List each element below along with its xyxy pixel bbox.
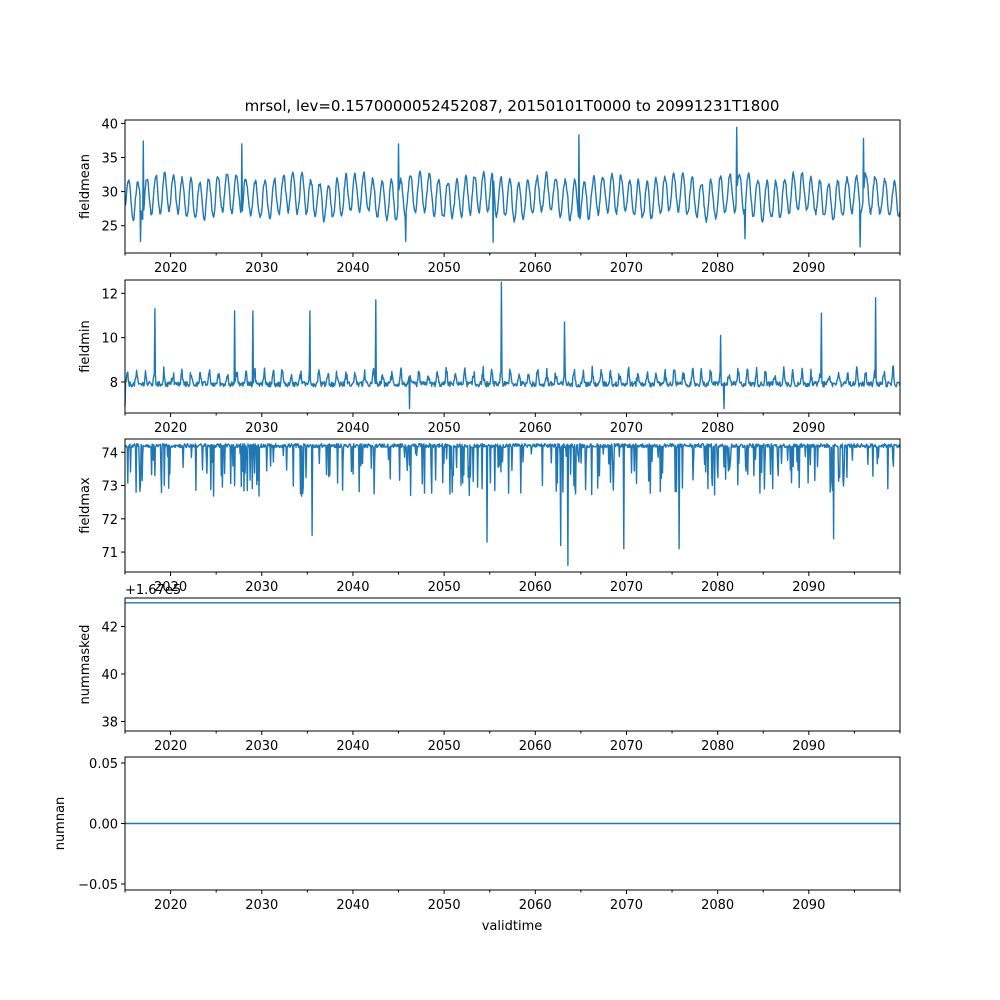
xtick-label-2090: 2090: [792, 580, 825, 595]
xtick-label-2080: 2080: [701, 739, 734, 754]
xtick-label-2060: 2060: [519, 739, 552, 754]
xtick-label-2080: 2080: [701, 261, 734, 276]
xtick-label-2050: 2050: [428, 261, 461, 276]
panel-nummasked: 38 40 42 2020 2030 2040 2050 2060 2070 2080 2090 nu…: [78, 583, 901, 754]
xtick-label-2070: 2070: [610, 261, 643, 276]
xtick-label-2040: 2040: [336, 261, 369, 276]
xtick-label-2020: 2020: [154, 421, 187, 436]
fieldmean-axis-label: fieldmean: [78, 154, 93, 219]
fieldmax-ytick-label: 74: [101, 446, 118, 461]
xtick-label-2080: 2080: [701, 898, 734, 913]
nummasked-ytick-label: 42: [101, 621, 118, 636]
fieldmean-series-line: [124, 126, 901, 248]
xtick-label-2040: 2040: [336, 739, 369, 754]
xtick-label-2070: 2070: [610, 898, 643, 913]
xtick-label-2040: 2040: [336, 421, 369, 436]
xtick-label-2040: 2040: [336, 898, 369, 913]
xtick-label-2050: 2050: [428, 739, 461, 754]
fieldmax-axis-label: fieldmax: [78, 477, 93, 534]
nummasked-ytick-label: 40: [101, 668, 118, 683]
xtick-label-2030: 2030: [245, 421, 278, 436]
xtick-label-2060: 2060: [519, 421, 552, 436]
fieldmean-ytick-label: 30: [101, 186, 118, 201]
numnan-ytick-label: −0.05: [78, 878, 118, 893]
xtick-label-2050: 2050: [428, 580, 461, 595]
xtick-label-2080: 2080: [701, 421, 734, 436]
nummasked-offset-label: +1.67e5: [125, 583, 181, 598]
numnan-ytick-label: 0.05: [89, 757, 118, 772]
xtick-label-2090: 2090: [792, 739, 825, 754]
xtick-label-2040: 2040: [336, 580, 369, 595]
fieldmin-ytick-label: 10: [101, 332, 118, 347]
fieldmean-ytick-label: 25: [101, 220, 118, 235]
fieldmin-axis-label: fieldmin: [78, 320, 93, 373]
xtick-label-2030: 2030: [245, 580, 278, 595]
xtick-label-2050: 2050: [428, 898, 461, 913]
fieldmin-ytick-label: 12: [101, 287, 118, 302]
xtick-label-2030: 2030: [245, 898, 278, 913]
fieldmax-series-line: [124, 443, 901, 567]
xtick-label-2060: 2060: [519, 898, 552, 913]
xtick-label-2090: 2090: [792, 898, 825, 913]
panel-fieldmax: 71 72 73 74 2020 2030 2040 2050 2060 2070 2080 2090…: [78, 438, 901, 595]
nummasked-axis-label: nummasked: [78, 625, 93, 705]
subplot-stack: 25 30 35 40 2020 2030 2040 2050 2060 2070 2080 2090…: [53, 117, 901, 913]
numnan-ytick-label: 0.00: [89, 818, 118, 833]
xtick-label-2020: 2020: [154, 580, 187, 595]
xtick-label-2070: 2070: [610, 739, 643, 754]
xtick-label-2050: 2050: [428, 421, 461, 436]
panel-fieldmean: 25 30 35 40 2020 2030 2040 2050 2060 2070 2080 2090…: [78, 117, 901, 276]
fieldmin-ytick-label: 8: [110, 376, 118, 391]
xtick-label-2090: 2090: [792, 421, 825, 436]
fieldmax-axes-frame: [124, 438, 901, 573]
xtick-label-2030: 2030: [245, 261, 278, 276]
fieldmax-ytick-label: 72: [101, 513, 118, 528]
xtick-label-2070: 2070: [610, 421, 643, 436]
chart-title: mrsol, lev=0.1570000052452087, 20150101T…: [245, 97, 780, 115]
xtick-label-2030: 2030: [245, 739, 278, 754]
xtick-label-2080: 2080: [701, 580, 734, 595]
xtick-label-2020: 2020: [154, 739, 187, 754]
nummasked-ytick-label: 38: [101, 716, 118, 731]
fieldmean-axes-frame: [124, 119, 901, 254]
fieldmean-ytick-label: 40: [101, 117, 118, 132]
panel-fieldmin: 8 10 12 2020 2030 2040 2050 2060 2070 2080 2090 fie…: [78, 279, 901, 436]
panel-numnan: −0.05 0.00 0.05 2020 2030 2040 2050 2060 2070 208…: [53, 756, 901, 913]
xtick-label-2060: 2060: [519, 580, 552, 595]
fieldmax-ytick-label: 73: [101, 480, 118, 495]
fieldmax-ytick-label: 71: [101, 546, 118, 561]
xtick-label-2020: 2020: [154, 261, 187, 276]
xtick-label-2070: 2070: [610, 580, 643, 595]
numnan-axis-label: numnan: [53, 797, 68, 851]
fieldmean-ytick-label: 35: [101, 152, 118, 167]
xtick-label-2090: 2090: [792, 261, 825, 276]
nummasked-axes-frame: [124, 597, 901, 732]
xtick-label-2060: 2060: [519, 261, 552, 276]
x-axis-label: validtime: [482, 919, 543, 934]
fieldmin-axes-frame: [124, 279, 901, 414]
fieldmin-series-line: [124, 281, 901, 410]
xtick-label-2020: 2020: [154, 898, 187, 913]
